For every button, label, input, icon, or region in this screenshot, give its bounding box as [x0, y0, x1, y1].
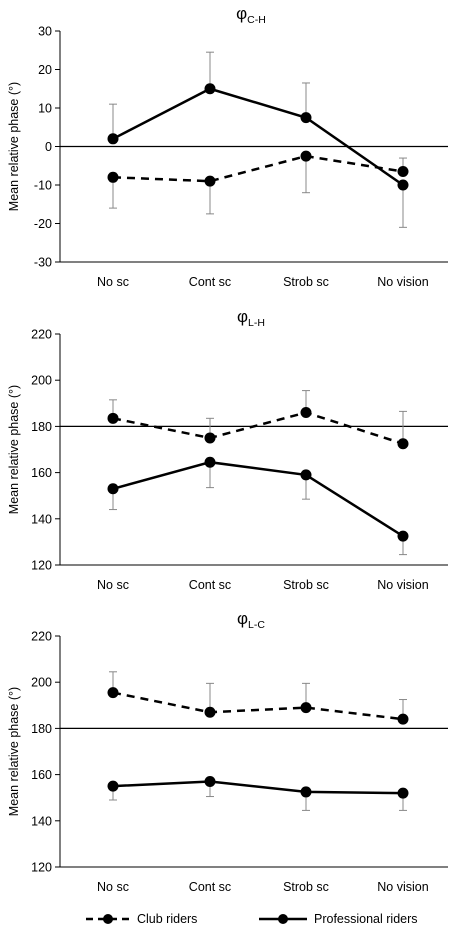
data-point — [204, 175, 216, 187]
series-club-riders — [107, 671, 409, 725]
x-tick-label: Cont sc — [189, 880, 231, 894]
y-tick-label: 0 — [45, 140, 52, 154]
x-tick-label: Strob sc — [283, 275, 329, 289]
data-point — [397, 166, 409, 178]
title-subscript: C-H — [247, 14, 266, 26]
data-point — [107, 412, 119, 424]
y-tick-label: 120 — [31, 559, 52, 573]
y-tick-label: -30 — [34, 256, 52, 270]
series-club-riders — [107, 390, 409, 450]
chart-title: φL-H — [237, 307, 265, 329]
series-line — [112, 154, 404, 183]
data-point — [300, 407, 312, 419]
y-tick-label: 220 — [31, 630, 52, 644]
data-point — [204, 83, 216, 95]
title-subscript: L-H — [248, 317, 265, 329]
data-point — [397, 179, 409, 191]
data-point — [204, 706, 216, 718]
legend-label-club: Club riders — [137, 912, 198, 926]
data-point — [107, 687, 119, 699]
data-point — [300, 786, 312, 798]
y-tick-label: 140 — [31, 512, 52, 526]
y-tick-label: 30 — [38, 25, 52, 39]
legend-item-pro: Professional riders — [258, 906, 418, 932]
series-line — [112, 780, 404, 795]
y-tick-label: 200 — [31, 374, 52, 388]
data-point — [300, 150, 312, 162]
series-professional-riders — [107, 456, 409, 556]
legend-swatch-pro — [259, 914, 307, 924]
x-tick-label: Strob sc — [283, 880, 329, 894]
chart-panel-2: φL-H 120 140 160 180 200 220 Mean relative phas… — [7, 307, 448, 592]
y-tick-label: 160 — [31, 466, 52, 480]
chart-title: φL-C — [237, 609, 265, 631]
title-symbol: φ — [236, 4, 247, 23]
data-point — [300, 469, 312, 481]
y-tick-label: 220 — [31, 328, 52, 342]
chart-title: φC-H — [236, 4, 266, 26]
y-tick-label: 10 — [38, 102, 52, 116]
data-point — [107, 171, 119, 183]
data-point — [107, 483, 119, 495]
y-tick-label: 20 — [38, 63, 52, 77]
series-club-riders — [107, 150, 409, 215]
data-point — [300, 702, 312, 714]
series-professional-riders — [107, 51, 409, 228]
data-point — [397, 530, 409, 542]
y-tick-label: 180 — [31, 722, 52, 736]
legend-swatch-club — [86, 914, 130, 924]
data-point — [204, 432, 216, 444]
x-tick-label: No sc — [97, 578, 129, 592]
y-axis-label: Mean relative phase (°) — [7, 82, 21, 211]
data-point — [107, 780, 119, 792]
y-tick-label: 160 — [31, 768, 52, 782]
data-point — [300, 112, 312, 124]
y-tick-label: -10 — [34, 179, 52, 193]
x-tick-label: Cont sc — [189, 578, 231, 592]
y-tick-label: 200 — [31, 676, 52, 690]
y-tick-label: -20 — [34, 217, 52, 231]
title-symbol: φ — [237, 609, 248, 628]
x-tick-label: No vision — [377, 275, 428, 289]
y-tick-label: 140 — [31, 814, 52, 828]
series-line — [112, 87, 404, 187]
data-point — [397, 787, 409, 799]
y-tick-label: 120 — [31, 861, 52, 875]
data-point — [107, 133, 119, 145]
x-tick-label: Strob sc — [283, 578, 329, 592]
data-point — [204, 776, 216, 788]
y-tick-label: 180 — [31, 420, 52, 434]
series-line — [112, 460, 404, 538]
legend-item-club: Club riders — [85, 906, 197, 932]
series-line — [112, 411, 404, 445]
title-subscript: L-C — [248, 619, 265, 631]
y-axis-label: Mean relative phase (°) — [7, 687, 21, 816]
data-point — [204, 456, 216, 468]
legend-label-pro: Professional riders — [314, 912, 418, 926]
x-tick-label: No sc — [97, 880, 129, 894]
chart-panel-3: φL-C 120 140 160 180 200 220 Mean relative phas… — [7, 609, 448, 894]
x-tick-label: No sc — [97, 275, 129, 289]
data-point — [397, 438, 409, 450]
x-tick-label: Cont sc — [189, 275, 231, 289]
y-axis-label: Mean relative phase (°) — [7, 385, 21, 514]
title-symbol: φ — [237, 307, 248, 326]
chart-panel-1: φC-H -30 -20 -10 0 10 20 30 Mean relative phase … — [7, 4, 448, 289]
series-line — [112, 691, 404, 721]
series-professional-riders — [107, 776, 409, 811]
legend: Club riders Professional riders — [0, 906, 459, 932]
x-tick-label: No vision — [377, 578, 428, 592]
data-point — [397, 713, 409, 725]
x-tick-label: No vision — [377, 880, 428, 894]
